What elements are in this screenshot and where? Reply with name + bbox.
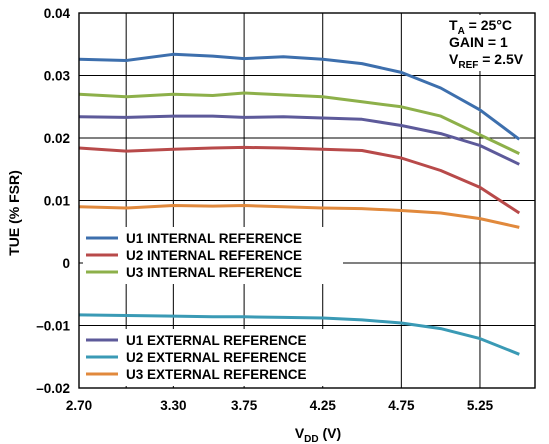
legend-external-references: U1 EXTERNAL REFERENCE U2 EXTERNAL REFEREN… — [83, 329, 343, 386]
legend-label: U1 INTERNAL REFERENCE — [126, 231, 302, 246]
series-line-4 — [78, 114, 520, 166]
x-axis-title-sub: DD — [304, 434, 318, 444]
condition-main: T — [449, 17, 458, 33]
y-tick-label: 0.01 — [44, 194, 71, 209]
legend-background — [83, 227, 343, 284]
y-tick-label: 0.02 — [44, 131, 70, 146]
x-axis-title-main: V — [295, 425, 305, 441]
x-tick-labels: 2.70 3.30 3.75 4.25 4.75 5.25 — [66, 398, 494, 413]
legend-label: U3 INTERNAL REFERENCE — [126, 265, 302, 280]
legend-background — [83, 329, 343, 386]
legend-label: U3 EXTERNAL REFERENCE — [126, 367, 307, 382]
series-line-2 — [78, 145, 521, 215]
legend-label: U1 EXTERNAL REFERENCE — [126, 333, 307, 348]
conditions-background — [442, 15, 534, 71]
y-tick-label: 0.04 — [44, 6, 71, 21]
condition-sub: A — [458, 26, 465, 37]
condition-line: TA = 25°C — [449, 17, 512, 37]
legend-internal-references: U1 INTERNAL REFERENCE U2 INTERNAL REFEREN… — [83, 227, 343, 284]
condition-rest: = 2.5V — [478, 51, 523, 67]
x-axis-title: VDD (V) — [295, 425, 341, 444]
condition-line: GAIN = 1 — [449, 34, 508, 50]
series-line-6 — [78, 204, 520, 229]
x-tick-label: 4.75 — [388, 398, 415, 413]
condition-line: VREF = 2.5V — [449, 51, 524, 71]
x-tick-label: 4.25 — [310, 398, 337, 413]
x-axis-title-rest: (V) — [319, 425, 342, 441]
condition-rest: = 25°C — [465, 17, 512, 33]
series-lines — [78, 52, 521, 356]
condition-sub: REF — [458, 60, 478, 71]
condition-main: GAIN = 1 — [449, 34, 508, 50]
x-tick-label: 3.30 — [160, 398, 186, 413]
legend-label: U2 EXTERNAL REFERENCE — [126, 350, 307, 365]
x-tick-label: 5.25 — [467, 398, 494, 413]
y-axis-title: TUE (% FSR) — [6, 170, 22, 256]
series-line-5 — [78, 313, 520, 356]
y-tick-label: –0.02 — [36, 381, 70, 396]
y-tick-label: 0 — [62, 256, 70, 271]
legend-label: U2 INTERNAL REFERENCE — [126, 248, 302, 263]
plot-frame — [78, 12, 536, 389]
y-tick-label: –0.01 — [36, 319, 70, 334]
y-tick-labels: 0.04 0.03 0.02 0.01 0 –0.01 –0.02 — [36, 6, 70, 396]
x-tick-label: 2.70 — [66, 398, 92, 413]
condition-main: V — [449, 51, 459, 67]
series-line-3 — [78, 91, 520, 155]
x-tick-label: 3.75 — [231, 398, 258, 413]
y-tick-label: 0.03 — [44, 69, 71, 84]
series-line-1 — [78, 52, 521, 141]
